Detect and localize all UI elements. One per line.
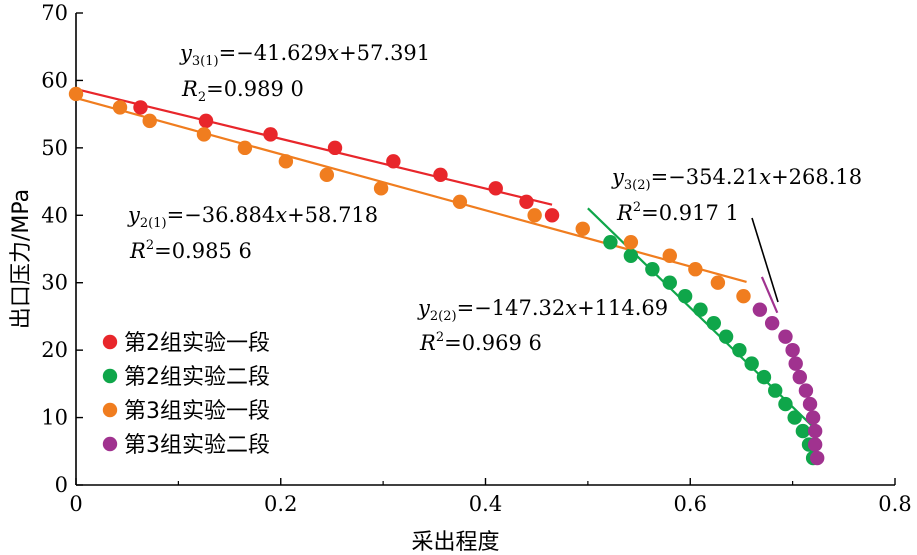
data-point-series-0: [544, 208, 560, 223]
data-point-series-3: [778, 329, 793, 344]
data-point-series-2: [688, 262, 703, 277]
data-point-series-0: [327, 140, 343, 156]
annotation-r2-3-1: R2=0.989 0: [181, 77, 304, 105]
data-point-series-1: [768, 383, 783, 398]
data-point-series-0: [198, 113, 214, 129]
fit-line-3: [760, 276, 779, 314]
data-point-series-3: [807, 437, 823, 452]
data-point-series-0: [488, 181, 503, 196]
data-point-series-1: [693, 302, 708, 317]
data-point-series-2: [710, 275, 726, 290]
data-point-series-0: [263, 127, 278, 142]
x-tick-label: 0.8: [878, 492, 911, 516]
data-point-series-3: [792, 369, 807, 385]
data-points: [68, 86, 825, 466]
data-point-series-2: [319, 167, 335, 183]
y-tick-label: 30: [41, 271, 68, 295]
data-point-series-2: [237, 140, 253, 156]
legend-label-3: 第3组实验二段: [124, 433, 270, 458]
annotation-eq-3-2: y3(2)=−354.21x+268.18: [611, 165, 862, 193]
data-point-series-1: [645, 262, 660, 277]
data-point-series-2: [623, 235, 639, 250]
data-point-series-1: [677, 289, 693, 304]
data-point-series-1: [778, 396, 793, 412]
data-point-series-0: [433, 167, 448, 183]
annotation-leader-line: [751, 217, 779, 303]
y-tick-label: 0: [55, 473, 68, 497]
x-tick-label: 0: [69, 492, 82, 516]
data-point-series-2: [142, 113, 157, 129]
data-point-series-1: [756, 369, 772, 385]
data-point-series-2: [736, 289, 751, 304]
legend-marker-2: [102, 402, 118, 418]
data-point-series-3: [798, 383, 814, 398]
x-tick-label: 0.6: [674, 492, 707, 516]
y-tick-label: 50: [41, 136, 68, 160]
annotation-r2-2-2: R2=0.969 6: [419, 330, 542, 355]
data-point-series-2: [196, 127, 212, 142]
data-point-series-2: [452, 194, 468, 209]
y-tick-label: 10: [41, 406, 68, 430]
legend-marker-1: [102, 368, 118, 384]
data-point-series-3: [788, 356, 803, 371]
y-tick-label: 20: [41, 338, 68, 362]
annotations: y3(1)=−41.629x+57.391 R2=0.989 0 y2(1)=−…: [127, 41, 862, 355]
data-point-series-3: [809, 450, 825, 466]
data-point-series-1: [623, 248, 639, 263]
data-point-series-1: [718, 329, 734, 344]
annotation-r2-2-1: R2=0.985 6: [129, 238, 252, 263]
y-tick-label: 70: [41, 1, 68, 25]
data-point-series-2: [373, 181, 389, 196]
data-point-series-1: [787, 410, 802, 425]
data-point-series-2: [278, 154, 294, 169]
annotation-eq-2-1: y2(1)=−36.884x+58.718: [127, 203, 378, 231]
data-point-series-1: [662, 275, 677, 290]
legend-label-0: 第2组实验一段: [124, 331, 270, 356]
data-point-series-0: [519, 194, 534, 209]
data-point-series-3: [785, 342, 800, 358]
legend-marker-3: [102, 436, 118, 452]
data-point-series-1: [603, 235, 618, 250]
data-point-series-2: [575, 221, 590, 236]
data-point-series-3: [802, 396, 818, 412]
y-tick-label: 40: [41, 203, 68, 227]
y-axis-title: 出口压力/MPa: [9, 189, 34, 329]
y-tick-label: 60: [41, 68, 68, 92]
axes: 0 10 20 30 40 50 60 70 0 0.2 0.4 0.6 0.8 采出程度 出口压力/MPa: [9, 1, 912, 555]
annotation-r2-3-2: R2=0.917 1: [616, 200, 739, 225]
legend-marker-0: [102, 334, 118, 350]
x-tick-label: 0.2: [264, 492, 297, 516]
annotation-eq-3-1: y3(1)=−41.629x+57.391: [179, 41, 430, 69]
data-point-series-1: [732, 342, 747, 358]
data-point-series-3: [764, 315, 780, 331]
legend-label-1: 第2组实验二段: [124, 365, 270, 390]
data-point-series-0: [133, 100, 148, 115]
x-axis-title: 采出程度: [411, 530, 499, 555]
data-point-series-1: [706, 315, 721, 331]
data-point-series-2: [68, 86, 84, 102]
fit-line-0: [75, 88, 553, 206]
data-point-series-1: [795, 423, 811, 439]
data-point-series-2: [112, 100, 128, 115]
data-point-series-2: [527, 208, 542, 223]
data-point-series-2: [662, 248, 677, 263]
data-point-series-0: [386, 154, 401, 169]
data-point-series-1: [744, 356, 759, 371]
data-point-series-3: [807, 423, 823, 439]
data-point-series-3: [805, 410, 821, 425]
legend-label-2: 第3组实验一段: [124, 399, 270, 424]
x-tick-label: 0.4: [469, 492, 502, 516]
data-point-series-3: [752, 302, 768, 317]
annotation-eq-2-2: y2(2)=−147.32x+114.69: [417, 296, 668, 324]
